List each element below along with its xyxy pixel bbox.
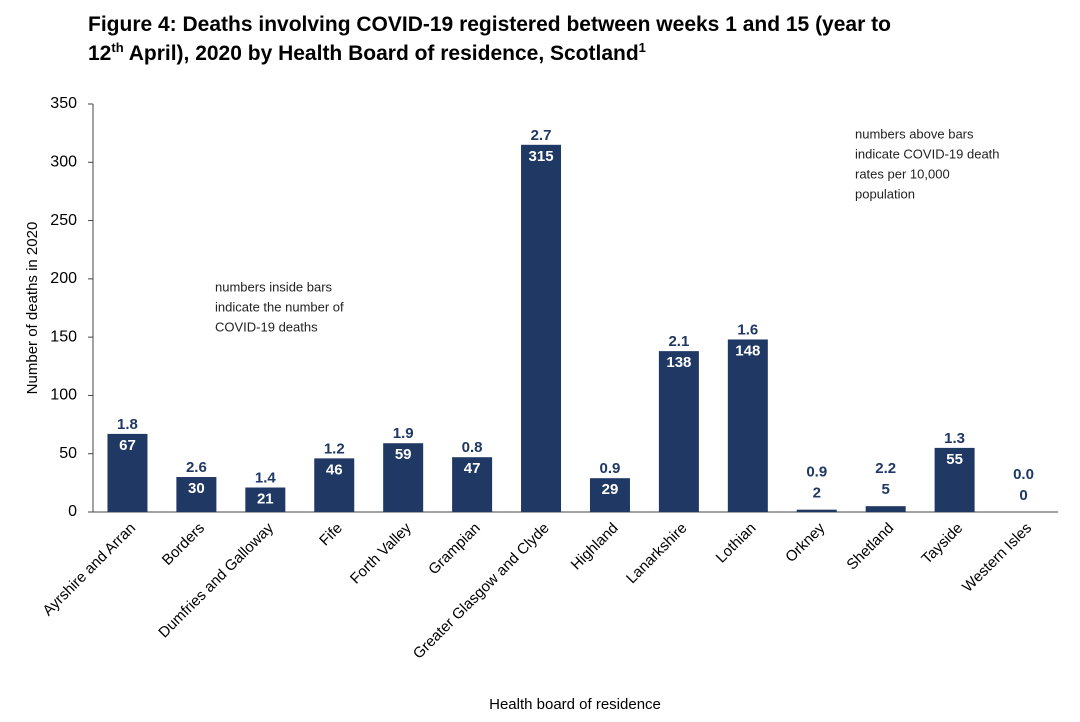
rate-label: 2.1 (668, 333, 689, 350)
title-text: 1 (638, 40, 646, 55)
title-line: 12th April), 2020 by Health Board of res… (88, 39, 891, 68)
y-tick-label: 200 (50, 270, 77, 287)
bar (865, 506, 906, 512)
y-tick-label: 250 (50, 212, 77, 229)
bar (589, 478, 630, 512)
count-label: 315 (529, 148, 554, 165)
rate-label: 2.7 (531, 127, 552, 144)
count-label: 5 (882, 481, 890, 498)
bar (314, 458, 355, 512)
title-text: April), 2020 by Health Board of residenc… (123, 42, 639, 65)
x-tick-label: Forth Valley (347, 519, 415, 587)
x-tick-label: Western Isles (959, 520, 1035, 596)
bar (934, 447, 975, 512)
rate-label: 1.8 (117, 416, 138, 433)
y-tick-label: 100 (50, 387, 77, 404)
y-axis-label: Number of deaths in 2020 (24, 222, 41, 395)
rate-label: 1.2 (324, 440, 345, 457)
bar (245, 487, 286, 512)
count-label: 46 (326, 461, 343, 478)
bar (383, 443, 424, 512)
annotation: numbers inside bars (215, 279, 333, 294)
count-label: 30 (188, 480, 205, 497)
annotation: COVID-19 deaths (215, 319, 318, 334)
x-tick-label: Borders (159, 520, 208, 569)
count-label: 29 (602, 481, 619, 498)
x-tick-label: Greater Glasgow and Clyde (410, 520, 553, 663)
annotation: population (855, 186, 915, 201)
bar (107, 433, 148, 512)
x-tick-label: Fife (316, 520, 346, 550)
bar (521, 144, 562, 513)
title-text: Figure 4: Deaths involving COVID-19 regi… (88, 13, 891, 36)
count-label: 148 (735, 342, 760, 359)
x-tick-label: Lanarkshire (623, 520, 690, 587)
rate-label: 1.3 (944, 430, 965, 447)
title-line: Figure 4: Deaths involving COVID-19 regi… (88, 10, 891, 39)
count-label: 67 (119, 437, 136, 454)
rate-label: 0.9 (806, 464, 827, 481)
y-tick-label: 0 (68, 503, 77, 520)
count-label: 21 (257, 490, 274, 507)
chart-title: Figure 4: Deaths involving COVID-19 regi… (88, 10, 891, 68)
title-text: th (111, 40, 124, 55)
x-tick-label: Highland (568, 520, 622, 574)
annotation: rates per 10,000 (855, 166, 950, 181)
bar (176, 477, 217, 512)
title-text: 12 (88, 42, 112, 65)
y-tick-label: 50 (59, 445, 77, 462)
count-label: 59 (395, 446, 412, 463)
rate-label: 1.9 (393, 425, 414, 442)
bar (796, 509, 837, 512)
rate-label: 1.6 (737, 321, 758, 338)
rate-label: 0.9 (600, 460, 621, 477)
rate-label: 2.2 (875, 460, 896, 477)
annotation: indicate COVID-19 death (855, 146, 1000, 161)
count-label: 0 (1019, 487, 1027, 504)
count-label: 2 (813, 485, 821, 502)
x-axis-label: Health board of residence (489, 696, 661, 713)
y-tick-label: 150 (50, 328, 77, 345)
y-tick-label: 300 (50, 154, 77, 171)
annotation: indicate the number of (215, 299, 344, 314)
count-label: 55 (946, 451, 963, 468)
x-tick-label: Dumfries and Galloway (155, 519, 277, 641)
bar (658, 351, 699, 512)
count-label: 138 (666, 354, 691, 371)
annotation: numbers above bars (855, 126, 974, 141)
x-tick-label: Tayside (918, 520, 966, 568)
rate-label: 0.0 (1013, 466, 1034, 483)
x-tick-label: Lothian (713, 520, 760, 567)
bar (727, 339, 768, 512)
rate-label: 2.6 (186, 459, 207, 476)
x-tick-label: Shetland (843, 520, 897, 574)
rate-label: 0.8 (462, 439, 483, 456)
bar (452, 457, 493, 512)
x-tick-label: Grampian (425, 520, 484, 579)
count-label: 47 (464, 460, 481, 477)
y-tick-label: 350 (50, 95, 77, 112)
x-tick-label: Ayrshire and Arran (39, 520, 139, 620)
x-tick-label: Orkney (782, 519, 829, 566)
rate-label: 1.4 (255, 469, 277, 486)
